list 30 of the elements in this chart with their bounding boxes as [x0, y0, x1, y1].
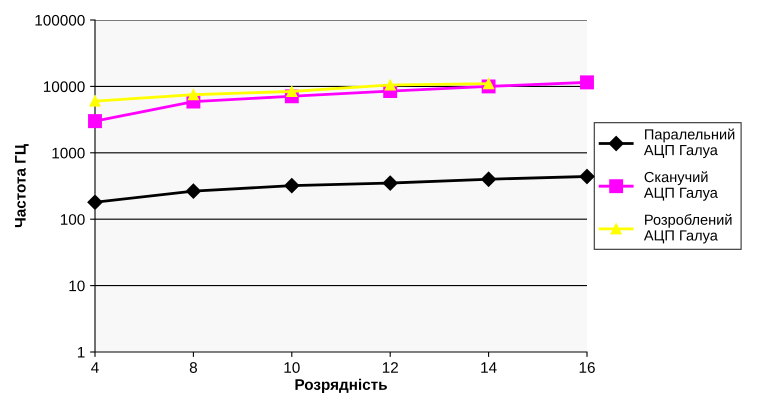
point	[579, 168, 595, 184]
legend-label: Розроблений АЦП Галуа	[644, 214, 732, 244]
point	[186, 184, 201, 199]
x-tick-label: 14	[481, 362, 497, 373]
y-tick-label: 10	[69, 280, 85, 292]
y-tick-label: 1000	[52, 148, 85, 158]
point	[580, 75, 594, 90]
point	[284, 178, 300, 194]
x-tick-label: 16	[580, 362, 595, 373]
legend-label: Паралельний АЦП Галуа	[644, 128, 734, 158]
y-axis-title: Частота ГЦ	[15, 144, 29, 228]
y-tick-label: 100	[60, 214, 85, 225]
x-axis-title: Розрядність	[295, 378, 387, 393]
x-tick-label: 8	[190, 362, 197, 373]
point	[89, 96, 101, 107]
point	[88, 114, 102, 128]
x-tick-label: 10	[284, 362, 300, 373]
point	[382, 176, 398, 191]
legend-label: Сканучий АЦП Галуа	[644, 171, 718, 201]
point	[483, 78, 494, 90]
point	[87, 194, 103, 210]
x-tick-label: 12	[382, 362, 398, 373]
point	[481, 172, 496, 187]
point	[286, 86, 298, 97]
y-tick-label: 1	[78, 347, 85, 358]
y-tick-label: 100000	[35, 14, 85, 26]
y-tick-label: 10000	[44, 81, 85, 92]
point	[188, 89, 199, 100]
x-tick-label: 4	[91, 362, 99, 373]
point	[384, 79, 396, 91]
